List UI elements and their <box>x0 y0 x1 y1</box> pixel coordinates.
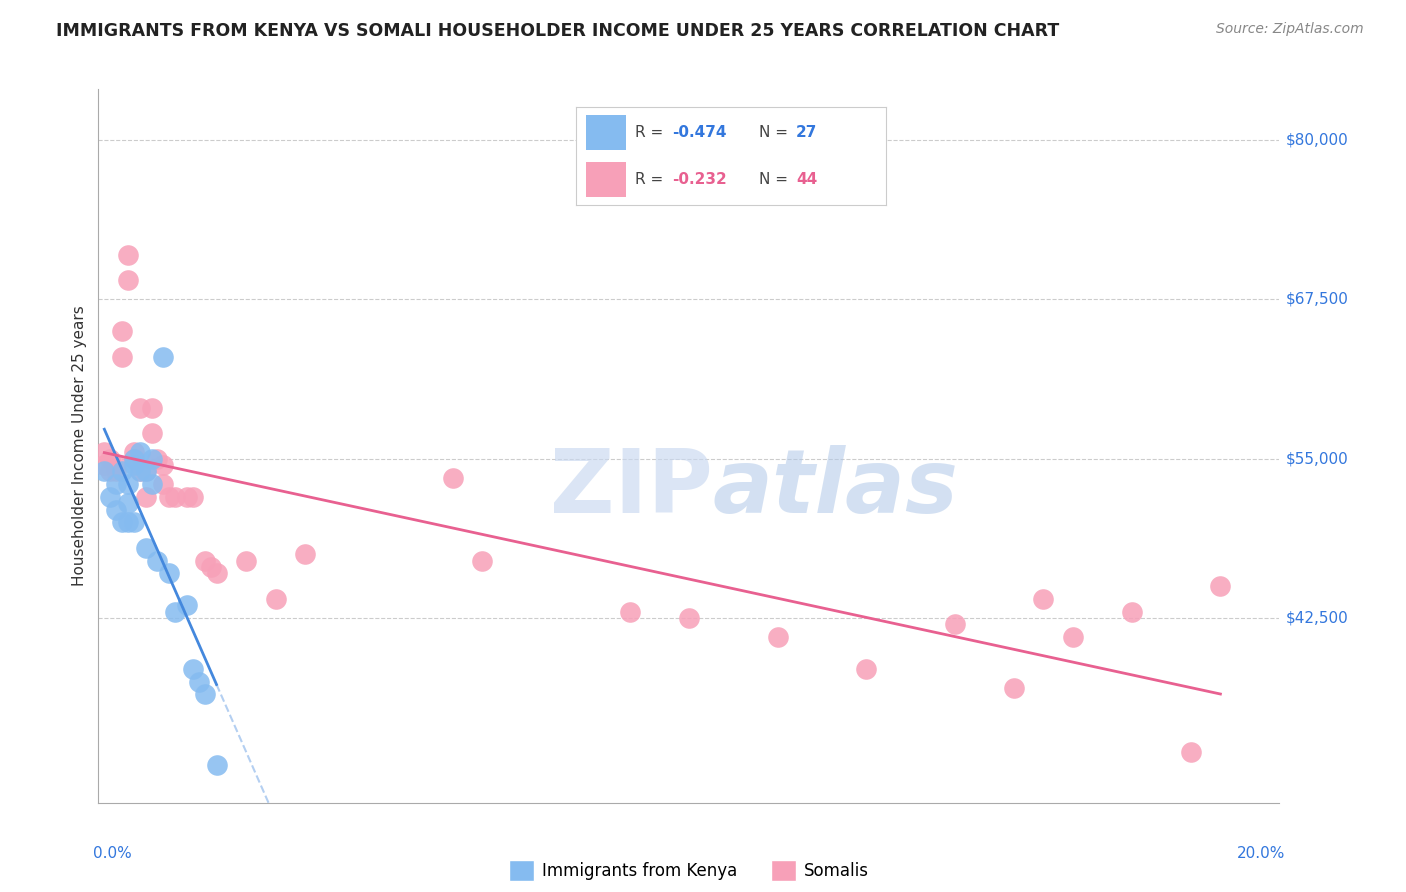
Text: $67,500: $67,500 <box>1285 292 1348 307</box>
Point <box>181 662 204 676</box>
Point <box>181 490 204 504</box>
Point <box>235 554 257 568</box>
Point <box>855 662 877 676</box>
Point <box>1032 591 1054 606</box>
Text: ZIP: ZIP <box>550 445 713 533</box>
Point <box>93 458 115 472</box>
Point <box>766 630 789 644</box>
Point <box>98 451 121 466</box>
Text: 27: 27 <box>796 125 817 140</box>
Point <box>176 599 198 613</box>
Point <box>187 674 209 689</box>
Point <box>1002 681 1025 695</box>
Point <box>93 465 115 479</box>
Point <box>105 477 128 491</box>
Text: Source: ZipAtlas.com: Source: ZipAtlas.com <box>1216 22 1364 37</box>
Point <box>1062 630 1084 644</box>
Point <box>98 490 121 504</box>
Point <box>111 516 134 530</box>
Point <box>264 591 287 606</box>
Point <box>117 496 139 510</box>
Point <box>141 477 163 491</box>
Bar <box>586 162 626 197</box>
Point <box>141 426 163 441</box>
Point <box>157 566 180 581</box>
Point <box>105 502 128 516</box>
Point <box>122 516 145 530</box>
Point <box>135 465 157 479</box>
Point <box>122 451 145 466</box>
Point <box>117 248 139 262</box>
Point <box>619 605 641 619</box>
Point <box>194 688 217 702</box>
Point <box>294 547 316 561</box>
Text: N =: N = <box>759 172 793 187</box>
Point <box>135 490 157 504</box>
Point <box>111 350 134 364</box>
Text: $55,000: $55,000 <box>1285 451 1348 467</box>
Y-axis label: Householder Income Under 25 years: Householder Income Under 25 years <box>72 306 87 586</box>
Point <box>146 554 169 568</box>
Point <box>157 490 180 504</box>
Point <box>205 757 228 772</box>
Point <box>98 465 121 479</box>
Point <box>93 445 115 459</box>
Point <box>141 451 163 466</box>
Point <box>111 465 134 479</box>
Text: -0.232: -0.232 <box>672 172 727 187</box>
Point <box>128 445 150 459</box>
Text: R =: R = <box>636 125 668 140</box>
Point <box>135 465 157 479</box>
Text: R =: R = <box>636 172 668 187</box>
Text: $42,500: $42,500 <box>1285 610 1348 625</box>
Point <box>152 350 174 364</box>
Point <box>122 458 145 472</box>
Point <box>141 401 163 415</box>
Point <box>200 560 222 574</box>
Point <box>117 477 139 491</box>
Text: 0.0%: 0.0% <box>93 846 131 861</box>
Point <box>135 541 157 555</box>
Point <box>194 554 217 568</box>
Point <box>1180 745 1202 759</box>
Point <box>165 490 187 504</box>
Point <box>205 566 228 581</box>
Point <box>122 445 145 459</box>
Point <box>122 451 145 466</box>
Bar <box>586 115 626 150</box>
Point <box>105 458 128 472</box>
Point <box>943 617 966 632</box>
Point <box>152 477 174 491</box>
Point <box>152 458 174 472</box>
Point <box>176 490 198 504</box>
Text: N =: N = <box>759 125 793 140</box>
Text: -0.474: -0.474 <box>672 125 727 140</box>
Text: IMMIGRANTS FROM KENYA VS SOMALI HOUSEHOLDER INCOME UNDER 25 YEARS CORRELATION CH: IMMIGRANTS FROM KENYA VS SOMALI HOUSEHOL… <box>56 22 1060 40</box>
Point <box>117 273 139 287</box>
Point <box>146 451 169 466</box>
Point <box>117 516 139 530</box>
Point <box>128 465 150 479</box>
Text: 44: 44 <box>796 172 817 187</box>
Point <box>128 401 150 415</box>
Legend: Immigrants from Kenya, Somalis: Immigrants from Kenya, Somalis <box>502 854 876 888</box>
Point <box>111 324 134 338</box>
Point <box>128 465 150 479</box>
Point <box>105 465 128 479</box>
Point <box>441 471 464 485</box>
Text: atlas: atlas <box>713 445 959 533</box>
Text: $80,000: $80,000 <box>1285 133 1348 148</box>
Point <box>678 611 700 625</box>
Text: 20.0%: 20.0% <box>1237 846 1285 861</box>
Point <box>165 605 187 619</box>
Point <box>1121 605 1143 619</box>
Point <box>1209 579 1232 593</box>
Point <box>471 554 494 568</box>
